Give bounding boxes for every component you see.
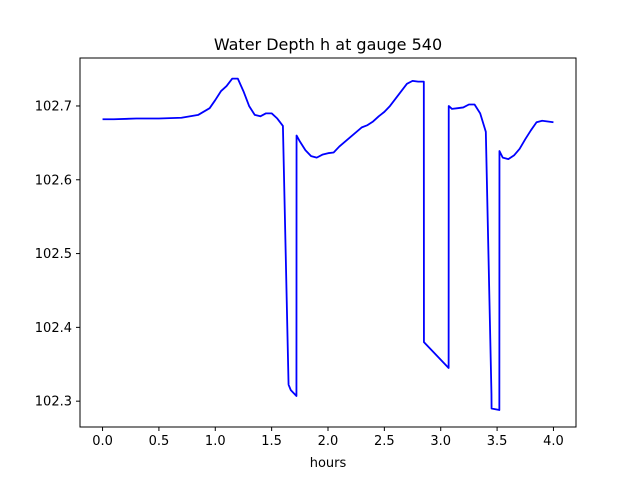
x-tick-label: 0.5 [149, 434, 170, 449]
x-tick-label: 2.5 [374, 434, 395, 449]
y-tick-label: 102.5 [35, 247, 72, 262]
x-axis-label: hours [310, 456, 347, 471]
y-tick-label: 102.3 [35, 395, 72, 410]
y-tick-label: 102.4 [35, 321, 72, 336]
x-tick-label: 0.0 [92, 434, 113, 449]
chart-title: Water Depth h at gauge 540 [214, 35, 442, 54]
x-tick-label: 1.5 [261, 434, 282, 449]
x-tick-label: 3.0 [430, 434, 451, 449]
plot-area: 0.0 0.5 1.0 1.5 2.0 2.5 3.0 3.5 4.0 102.3 102.4 102… [35, 57, 577, 449]
x-tick-label: 4.0 [543, 434, 564, 449]
series-line-0 [102, 77, 554, 411]
x-tick-label: 2.0 [318, 434, 339, 449]
y-tick-label: 102.7 [35, 99, 72, 114]
x-tick-label: 1.0 [205, 434, 226, 449]
y-tick-label: 102.6 [35, 173, 72, 188]
x-tick-label: 3.5 [487, 434, 508, 449]
